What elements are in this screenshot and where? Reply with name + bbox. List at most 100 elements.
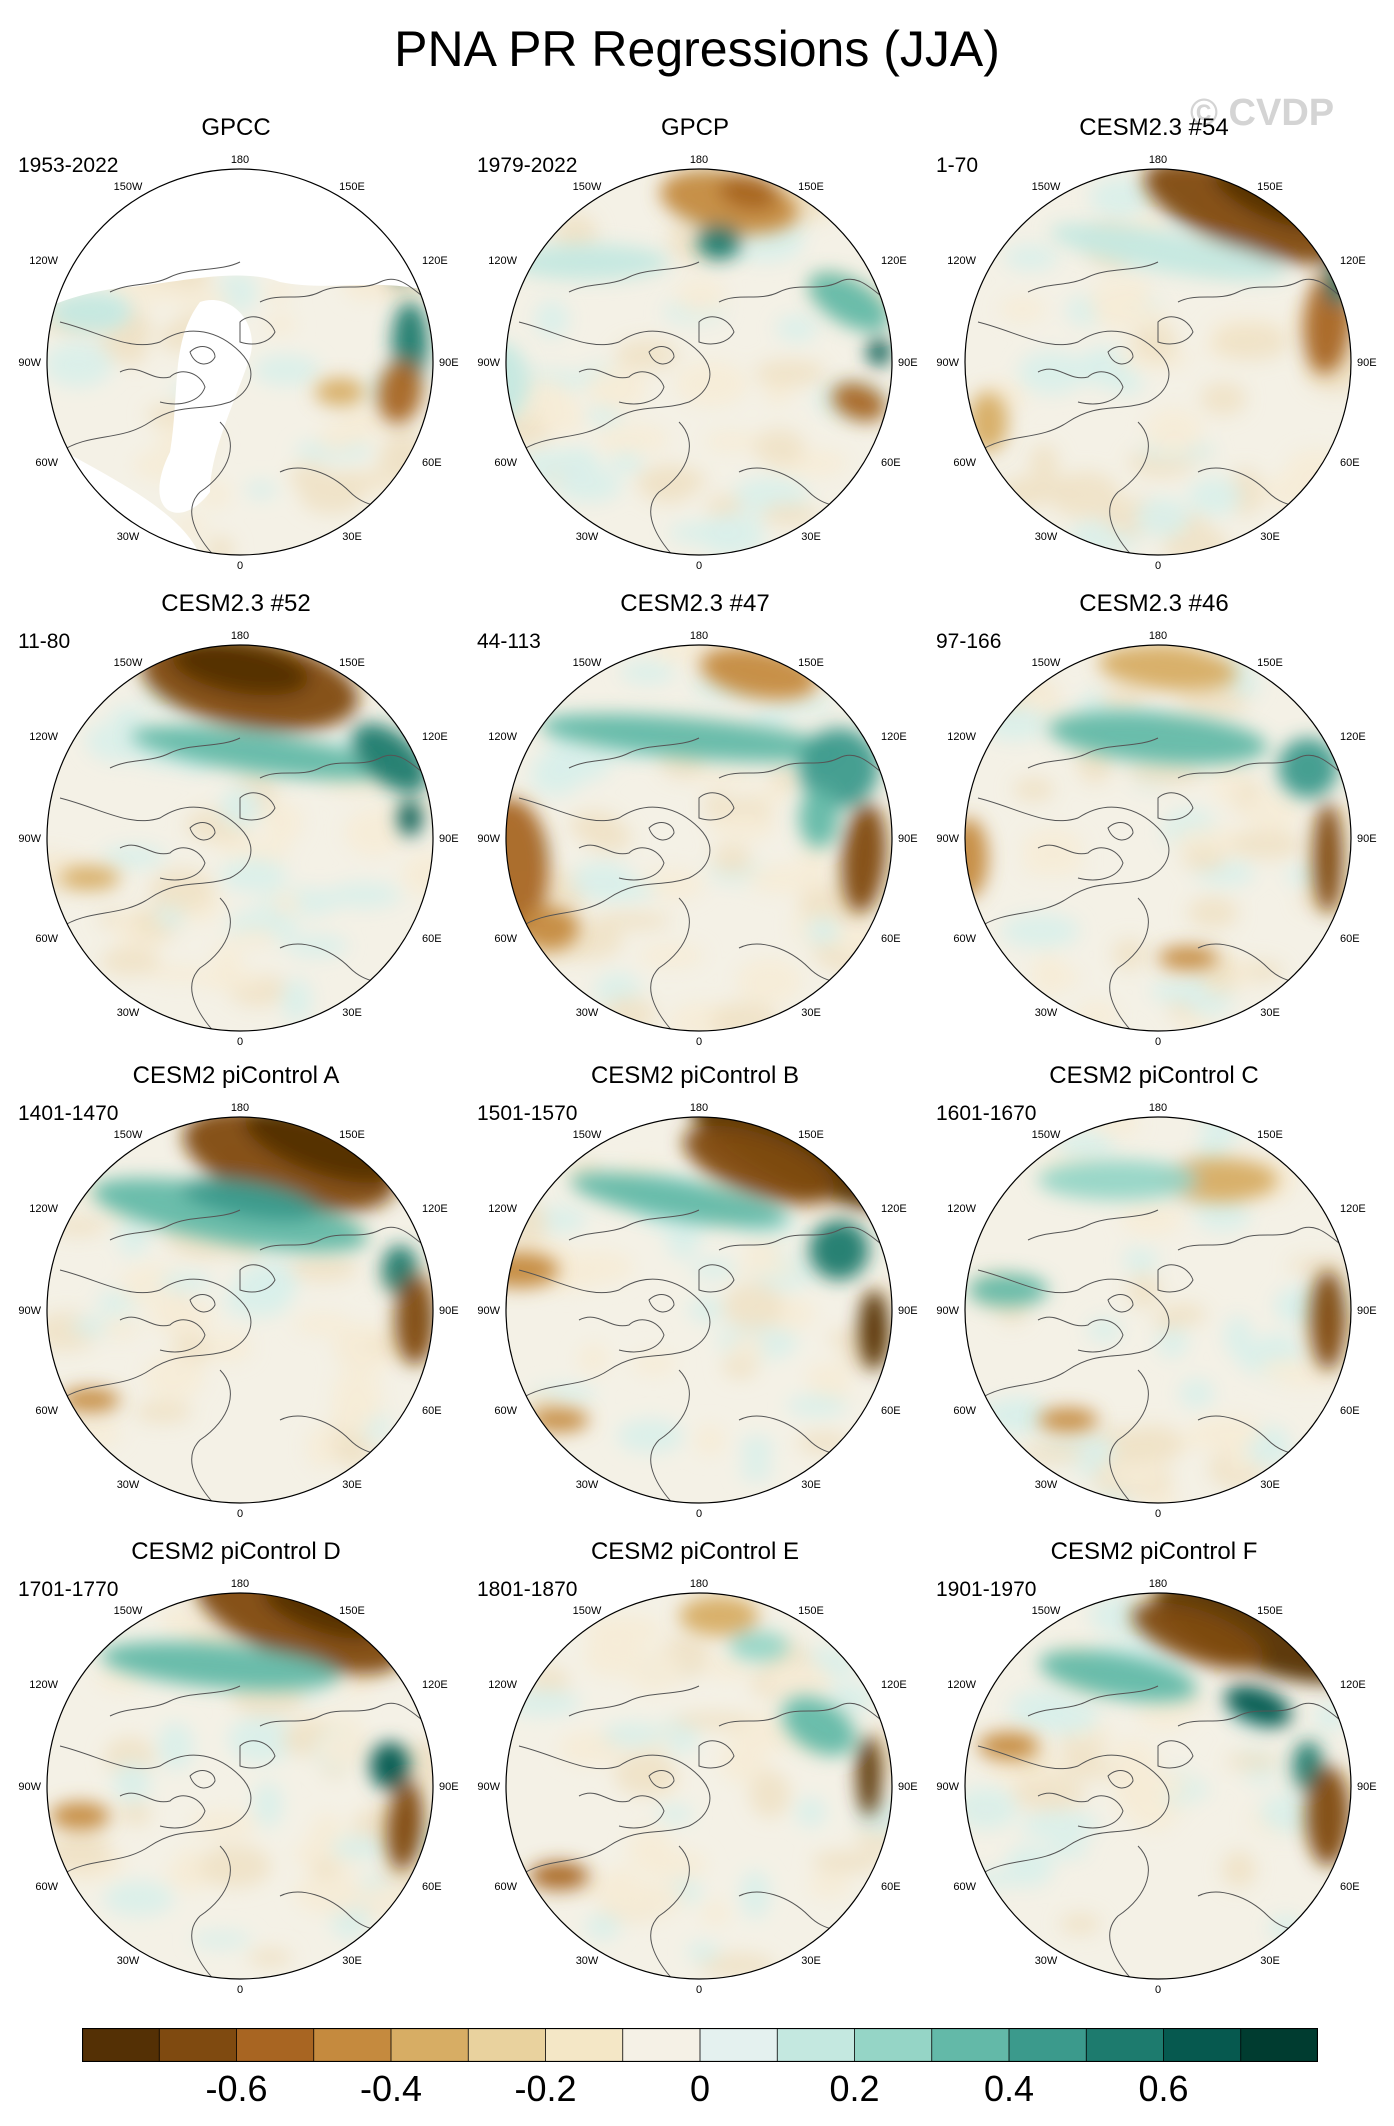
lon-label: 150E <box>339 1605 365 1617</box>
lon-label: 150W <box>114 181 143 193</box>
lon-label: 60E <box>881 933 901 945</box>
colorbar <box>82 2028 1318 2062</box>
lon-label: 90W <box>936 1781 959 1793</box>
colorbar-swatch <box>545 2028 624 2062</box>
lon-label: 90W <box>477 1781 500 1793</box>
colorbar-tick-label: -0.6 <box>205 2068 268 2109</box>
polar-map: 180 0 90W 90E 150W 150E 120W 120E 60W 60E 30W 30E <box>936 1578 1376 1996</box>
map-outline <box>964 1592 1352 1980</box>
lon-label: 0 <box>696 1508 702 1520</box>
lon-label: 60W <box>35 1881 58 1893</box>
lon-label: 60W <box>494 1881 517 1893</box>
figure-title: PNA PR Regressions (JJA) <box>394 21 1000 77</box>
lon-label: 180 <box>1149 154 1167 166</box>
colorbar-swatch <box>854 2028 933 2062</box>
lon-label: 30W <box>1035 531 1058 543</box>
polar-map: 180 0 90W 90E 150W 150E 120W 120E 60W 60E 30W 30E <box>477 1578 918 1996</box>
lon-label: 90E <box>898 1781 918 1793</box>
lon-label: 0 <box>696 560 702 572</box>
lon-label: 180 <box>1149 1578 1167 1590</box>
lon-label: 150E <box>339 1129 365 1141</box>
lon-label: 150W <box>114 657 143 669</box>
lon-label: 120W <box>947 731 976 743</box>
lon-label: 30W <box>117 1479 140 1491</box>
lon-label: 0 <box>237 1508 243 1520</box>
map-outline <box>505 644 893 1032</box>
lon-label: 150W <box>114 1129 143 1141</box>
lon-label: 90W <box>18 1305 41 1317</box>
lon-label: 120E <box>422 1203 448 1215</box>
lon-label: 60W <box>494 1405 517 1417</box>
lon-label: 30W <box>576 1955 599 1967</box>
colorbar-swatch <box>699 2028 779 2062</box>
lon-label: 150E <box>1257 657 1283 669</box>
lon-label: 30E <box>342 1007 362 1019</box>
panel-title: CESM2.3 #52 <box>161 590 311 617</box>
lon-label: 180 <box>1149 630 1167 642</box>
colorbar-swatch <box>467 2028 547 2062</box>
colorbar-tick-label: -0.2 <box>514 2068 577 2109</box>
map-outline <box>46 644 434 1032</box>
lon-label: 180 <box>231 1102 249 1114</box>
panel-title: CESM2 piControl C <box>1049 1062 1259 1089</box>
lon-label: 90E <box>1357 1305 1377 1317</box>
lon-label: 60E <box>1340 457 1360 469</box>
colorbar-tick-label: 0.6 <box>1138 2068 1189 2109</box>
lon-label: 60W <box>35 933 58 945</box>
lon-label: 180 <box>231 630 249 642</box>
lon-label: 120W <box>947 1203 976 1215</box>
map-outline <box>964 644 1352 1032</box>
map-panel: CESM2.3 #52 180 0 90W 90E 150W 150E 120W 120E 60W… <box>4 590 468 1066</box>
lon-label: 0 <box>1155 1036 1161 1048</box>
lon-label: 120E <box>1340 255 1366 267</box>
lon-label: 120E <box>422 731 448 743</box>
panel-years: 1601-1670 <box>936 1102 1037 1125</box>
lon-label: 0 <box>1155 1508 1161 1520</box>
lon-label: 60E <box>1340 1405 1360 1417</box>
lon-label: 90W <box>477 833 500 845</box>
panel-years: 1501-1570 <box>477 1102 578 1125</box>
lon-label: 30W <box>117 1955 140 1967</box>
coastlines <box>518 737 890 1031</box>
map-outline <box>46 1116 434 1504</box>
polar-map: 180 0 90W 90E 150W 150E 120W 120E 60W 60E 30W 30E <box>936 154 1376 572</box>
panel-years: 1979-2022 <box>477 154 578 177</box>
panel-years: 1401-1470 <box>18 1102 119 1125</box>
colorbar-tick-label: 0.2 <box>829 2068 880 2109</box>
lon-label: 180 <box>690 630 708 642</box>
colorbar-swatch <box>236 2028 315 2062</box>
lon-label: 60E <box>422 1405 442 1417</box>
lon-label: 120W <box>29 1679 58 1691</box>
lon-label: 120W <box>488 255 517 267</box>
panel-years: 1801-1870 <box>477 1578 578 1601</box>
panel-title: CESM2.3 #54 <box>1079 114 1229 141</box>
lon-label: 120W <box>488 1203 517 1215</box>
cvdp-watermark: © CVDP <box>1190 92 1335 134</box>
map-outline <box>46 168 434 556</box>
lon-label: 120E <box>1340 1203 1366 1215</box>
colorbar-swatch <box>931 2028 1010 2062</box>
lon-label: 30E <box>342 1479 362 1491</box>
map-panel: CESM2 piControl B 180 0 90W 90E 150W 150E 120W 1… <box>463 1062 927 1538</box>
lon-label: 0 <box>237 1984 243 1996</box>
lon-label: 30W <box>1035 1479 1058 1491</box>
panel-years: 11-80 <box>18 630 71 653</box>
coastlines <box>59 261 431 555</box>
lon-label: 150W <box>114 1605 143 1617</box>
lon-label: 180 <box>231 154 249 166</box>
lon-label: 30W <box>1035 1955 1058 1967</box>
lon-label: 180 <box>231 1578 249 1590</box>
colorbar-swatch <box>622 2028 701 2062</box>
lon-label: 60E <box>881 457 901 469</box>
lon-label: 120W <box>29 731 58 743</box>
lon-label: 180 <box>690 1578 708 1590</box>
map-background <box>506 645 892 1031</box>
lon-label: 30E <box>801 1955 821 1967</box>
colorbar-swatch <box>1240 2028 1318 2062</box>
lon-label: 180 <box>1149 1102 1167 1114</box>
lon-label: 90E <box>439 833 459 845</box>
lon-label: 90W <box>936 833 959 845</box>
lon-label: 60E <box>422 1881 442 1893</box>
panel-years: 1701-1770 <box>18 1578 119 1601</box>
panel-title: CESM2 piControl A <box>132 1062 340 1089</box>
